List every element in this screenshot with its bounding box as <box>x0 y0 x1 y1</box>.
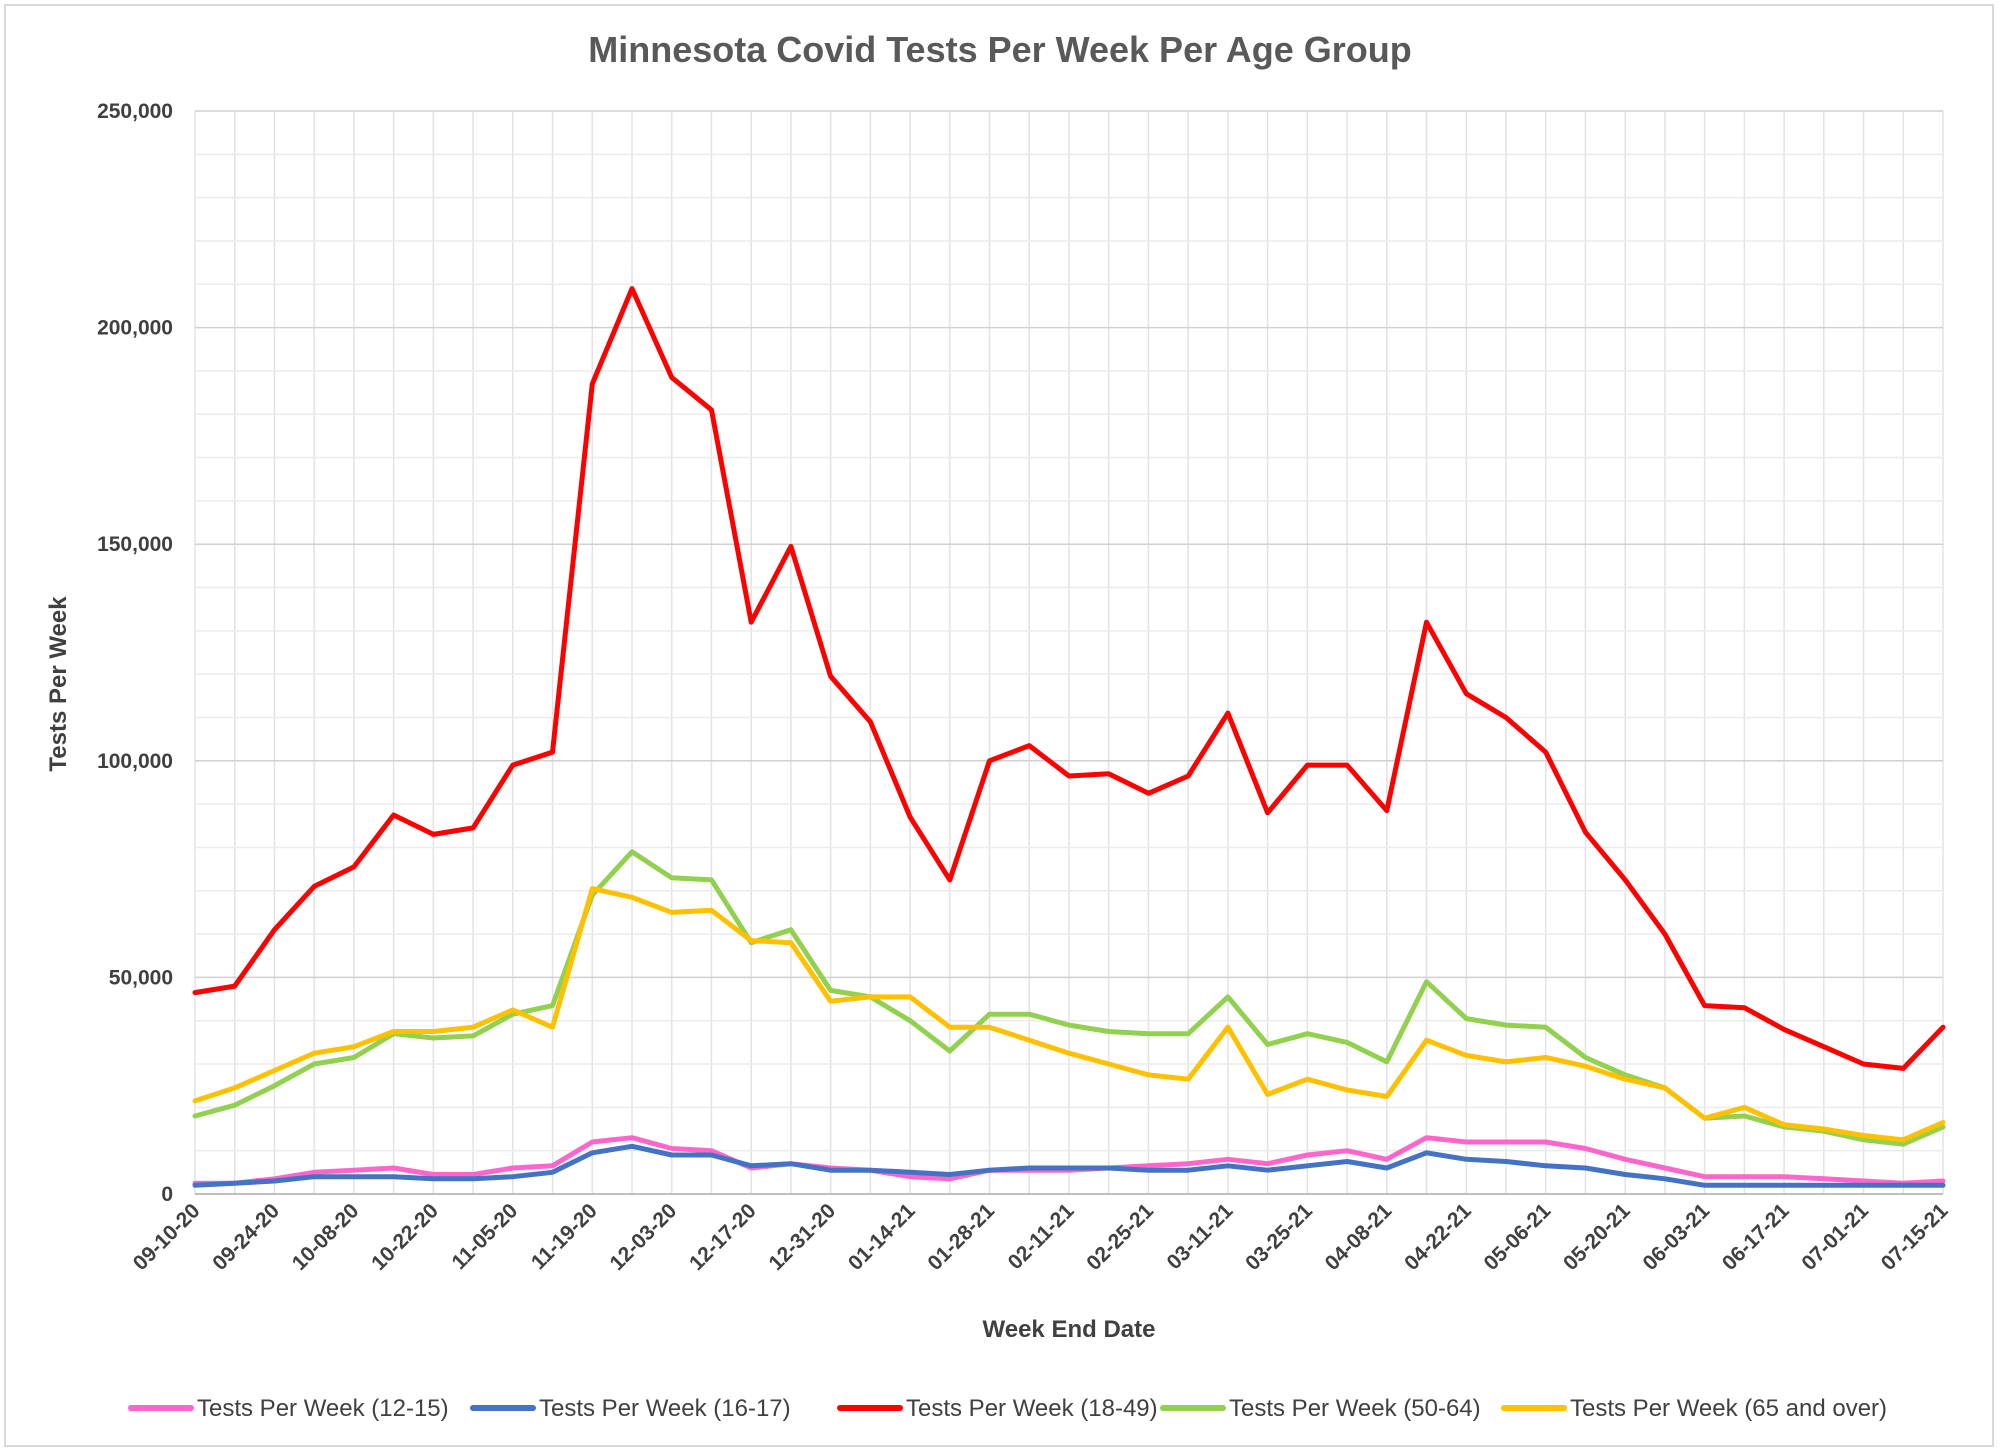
x-tick-label: 10-22-20 <box>367 1199 443 1275</box>
x-tick-label: 12-03-20 <box>606 1199 682 1275</box>
legend-label: Tests Per Week (18-49) <box>906 1395 1158 1422</box>
y-tick-label: 150,000 <box>97 533 173 556</box>
x-tick-label: 09-10-20 <box>129 1199 205 1275</box>
y-tick-label: 0 <box>161 1183 173 1206</box>
x-tick-label: 05-20-21 <box>1559 1199 1635 1275</box>
series-line <box>192 886 1946 1143</box>
x-tick-label: 12-17-20 <box>685 1199 761 1275</box>
series-line <box>192 286 1946 1071</box>
x-tick-label: 06-17-21 <box>1718 1199 1794 1275</box>
x-tick-label: 10-08-20 <box>288 1199 364 1275</box>
x-tick-label: 01-28-21 <box>923 1199 999 1275</box>
x-tick-label: 01-14-21 <box>844 1199 920 1275</box>
x-axis-title: Week End Date <box>983 1316 1156 1343</box>
x-tick-label: 11-19-20 <box>527 1199 602 1274</box>
x-tick-label: 03-11-21 <box>1163 1199 1238 1274</box>
legend-label: Tests Per Week (65 and over) <box>1570 1395 1887 1422</box>
legend-label: Tests Per Week (50-64) <box>1229 1395 1481 1422</box>
x-tick-label: 12-31-20 <box>764 1199 840 1275</box>
chart-frame <box>4 4 1994 1447</box>
series-lines <box>192 286 1946 1188</box>
x-tick-label: 03-25-21 <box>1241 1199 1317 1275</box>
x-axis-ticks: 09-10-20 09-24-20 10-08-20 10-22-20 11-05-20… <box>129 1199 1953 1275</box>
y-tick-label: 200,000 <box>97 317 173 340</box>
x-tick-label: 09-24-20 <box>208 1199 284 1275</box>
y-tick-label: 100,000 <box>97 750 173 773</box>
y-axis-ticks: 0 50,000 100,000 150,000 200,000 250,000 <box>97 100 173 1206</box>
x-tick-label: 04-22-21 <box>1400 1199 1476 1275</box>
y-tick-label: 50,000 <box>109 966 173 989</box>
legend: Tests Per Week (12-15) Tests Per Week (16… <box>128 1395 1887 1422</box>
x-tick-label: 02-25-21 <box>1082 1199 1158 1275</box>
x-tick-label: 04-08-21 <box>1321 1199 1397 1275</box>
legend-label: Tests Per Week (16-17) <box>539 1395 791 1422</box>
y-tick-label: 250,000 <box>97 100 173 123</box>
x-tick-label: 05-06-21 <box>1480 1199 1556 1275</box>
legend-label: Tests Per Week (12-15) <box>197 1395 449 1422</box>
x-tick-label: 07-01-21 <box>1797 1199 1873 1275</box>
chart-title: Minnesota Covid Tests Per Week Per Age G… <box>588 29 1412 70</box>
grid-lines <box>194 110 1944 1195</box>
x-tick-label: 06-03-21 <box>1638 1199 1714 1275</box>
x-tick-label: 07-15-21 <box>1877 1199 1953 1275</box>
x-tick-label: 11-05-20 <box>447 1199 522 1274</box>
series-line <box>192 1143 1946 1188</box>
x-tick-label: 02-11-21 <box>1004 1199 1079 1274</box>
y-axis-title: Tests Per Week <box>45 596 72 772</box>
